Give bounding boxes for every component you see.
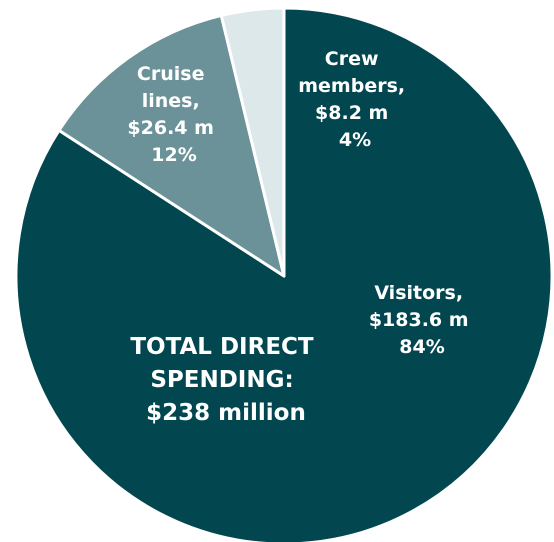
pie-slices: [14, 6, 554, 542]
slice-label-crew-members: Crew members, $8.2 m 4%: [298, 48, 412, 151]
slice-label-visitors-line: Visitors,: [374, 282, 463, 304]
slice-label-crew-members-line: $8.2 m: [315, 102, 388, 124]
slice-label-visitors-line: 84%: [399, 336, 444, 358]
slice-label-crew-members-line: members,: [298, 75, 405, 97]
slice-label-crew-members-line: Crew: [325, 48, 379, 70]
slice-label-crew-members-line: 4%: [339, 129, 371, 151]
slice-label-visitors: Visitors, $183.6 m 84%: [369, 282, 475, 358]
total-spending-line: SPENDING:: [150, 367, 293, 393]
slice-label-cruise-lines-line: Cruise: [137, 63, 205, 85]
slice-label-visitors-line: $183.6 m: [369, 309, 469, 331]
total-spending-line: TOTAL DIRECT: [130, 334, 314, 360]
pie-slice-crew-members: [219, 6, 286, 278]
slice-label-cruise-lines: Cruise lines, $26.4 m 12%: [127, 63, 220, 166]
slice-label-cruise-lines-line: $26.4 m: [127, 117, 214, 139]
slice-label-cruise-lines-line: lines,: [142, 90, 200, 112]
pie-labels: Visitors, $183.6 m 84% Cruise lines, $26…: [127, 48, 475, 426]
total-spending-line: $238 million: [146, 400, 306, 426]
total-spending-annotation: TOTAL DIRECT SPENDING: $238 million: [130, 334, 321, 426]
pie-slice-cruise-lines: [57, 13, 286, 278]
slice-label-cruise-lines-line: 12%: [151, 144, 196, 166]
